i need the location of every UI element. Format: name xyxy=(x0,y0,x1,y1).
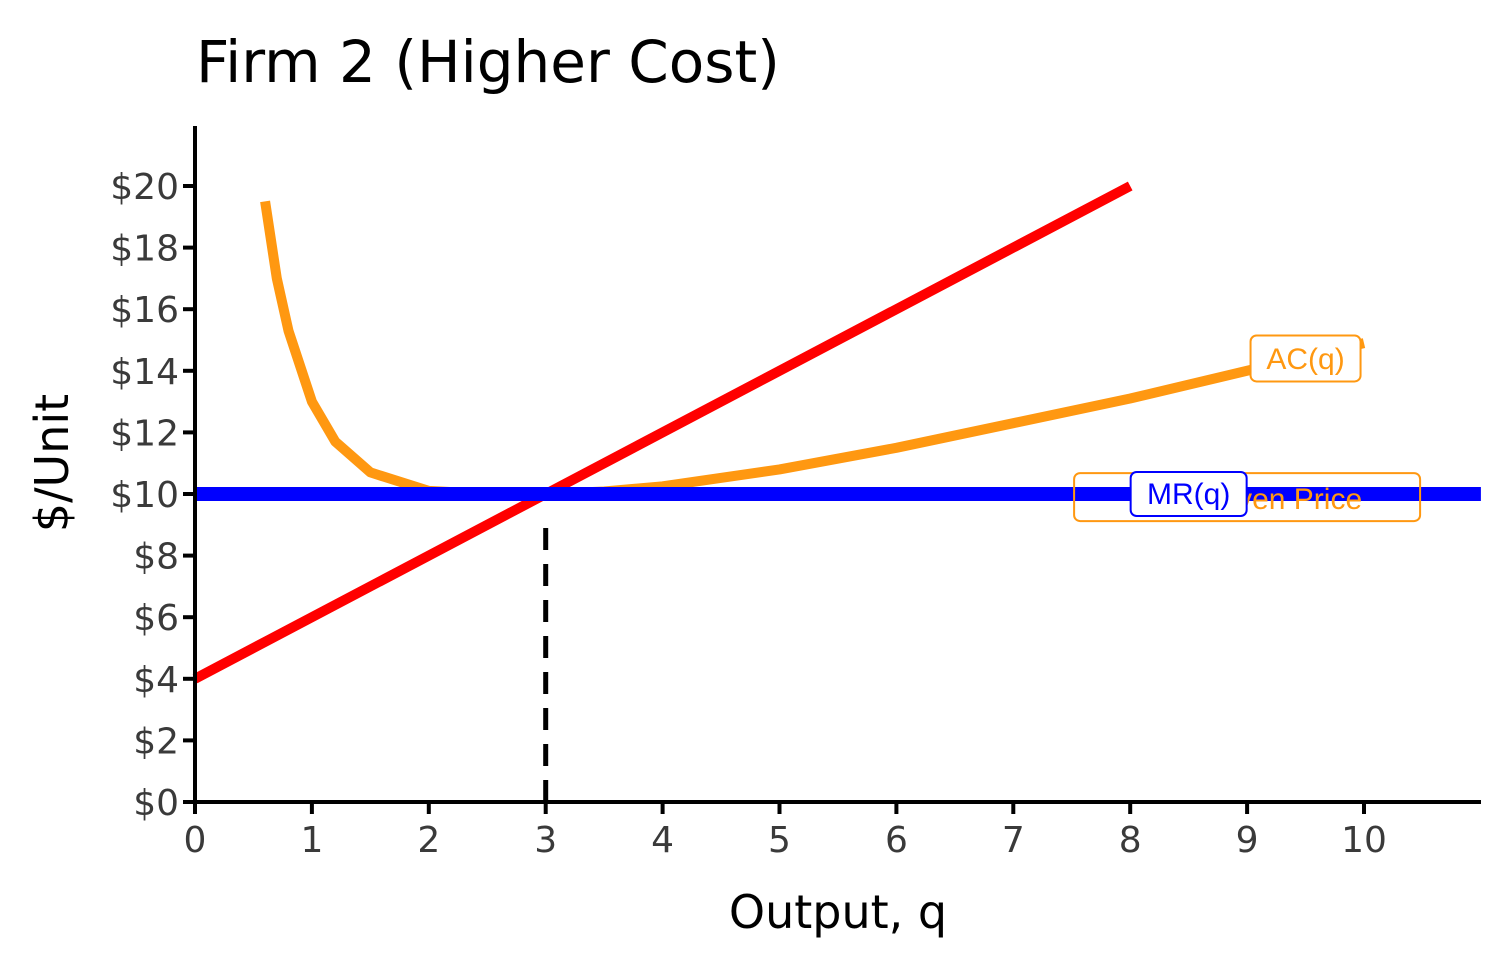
series-line-1 xyxy=(192,181,1133,684)
break-even-label-box xyxy=(1073,472,1422,523)
y-tick-label: $12 xyxy=(110,413,179,454)
x-tick-label: 6 xyxy=(885,820,908,861)
x-tick-label: 2 xyxy=(417,820,440,861)
x-tick-label: 7 xyxy=(1002,820,1025,861)
y-tick-label: $6 xyxy=(133,598,179,639)
y-tick-label: $20 xyxy=(110,167,179,208)
y-tick-label: $8 xyxy=(133,537,179,578)
x-tick-label: 8 xyxy=(1119,820,1142,861)
y-tick-label: $2 xyxy=(133,721,179,762)
y-tick-label: $4 xyxy=(133,660,179,701)
x-tick-label: 10 xyxy=(1341,820,1387,861)
y-tick-label: $14 xyxy=(110,352,179,393)
x-axis-title: Output, q xyxy=(729,885,947,939)
y-axis-title: $/Unit xyxy=(25,394,79,532)
chart-title: Firm 2 (Higher Cost) xyxy=(196,28,780,96)
y-tick-label: $18 xyxy=(110,229,179,270)
x-tick-label: 5 xyxy=(768,820,791,861)
y-tick-label: $0 xyxy=(133,783,179,824)
x-tick-label: 4 xyxy=(651,820,674,861)
mr-label: MR(q) xyxy=(1147,478,1230,511)
mr-label-box xyxy=(1129,471,1248,517)
x-tick-label: 0 xyxy=(184,820,207,861)
x-tick-label: 3 xyxy=(534,820,557,861)
x-tick-label: 9 xyxy=(1236,820,1259,861)
ac-label: AC(q) xyxy=(1266,343,1344,376)
ac-label-box xyxy=(1249,334,1362,383)
y-tick-label: $10 xyxy=(110,475,179,516)
x-tick-label: 1 xyxy=(300,820,323,861)
plot-area: $0 $2 $4 $6 $8 $10 $12 $14 $16 $18 $20 0 1 2 3 4 5 6 7 8 9 10… xyxy=(110,126,1481,861)
y-tick-label: $16 xyxy=(110,290,179,331)
